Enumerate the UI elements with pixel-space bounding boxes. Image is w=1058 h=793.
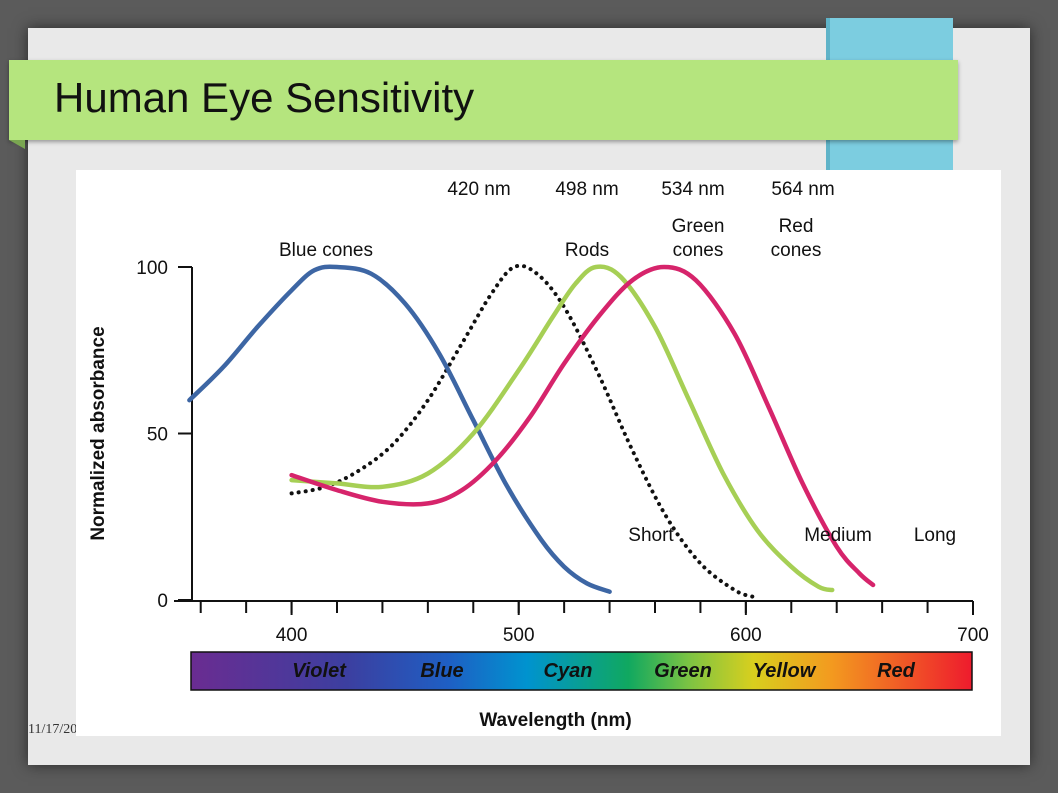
absorbance-chart: 0 50 100 Normalized absorbance 400 500 600 700 W… — [88, 179, 989, 731]
chart-panel: 0 50 100 Normalized absorbance 400 500 600 700 W… — [76, 170, 1001, 736]
rods-peak-label: 498 nm — [555, 179, 618, 200]
blue-cones-type-label: Short — [628, 525, 674, 546]
red-cones-peak-label: 564 nm — [771, 179, 834, 200]
x-tick-label: 600 — [730, 625, 762, 646]
red-cones-name-label: Red cones — [771, 216, 822, 261]
spectrum-bar — [190, 651, 973, 691]
spectrum-band-label: Green — [654, 660, 712, 682]
green-cones-peak-label: 534 nm — [661, 179, 724, 200]
y-tick-label: 100 — [136, 258, 168, 279]
spectrum-band-label: Red — [877, 660, 916, 682]
spectrum-band-label: Yellow — [753, 660, 817, 682]
x-tick-label: 700 — [957, 625, 989, 646]
green-cones-type-label: Medium — [804, 525, 872, 546]
blue-cones-name-label: Blue cones — [279, 240, 373, 261]
y-axis-label: Normalized absorbance — [88, 326, 109, 540]
slide-title: Human Eye Sensitivity — [54, 74, 475, 121]
green-cones-curve — [289, 264, 835, 593]
x-tick-label: 400 — [276, 625, 308, 646]
spectrum-band-label: Cyan — [544, 660, 593, 682]
rods-name-label: Rods — [565, 240, 609, 261]
footer-date: 11/17/2014 — [28, 722, 92, 737]
title-banner-fold — [9, 140, 25, 149]
x-axis-label: Wavelength (nm) — [479, 710, 631, 731]
spectrum-band-label: Violet — [292, 660, 347, 682]
x-tick-label: 500 — [503, 625, 535, 646]
rods-curve — [289, 263, 755, 599]
y-tick-label: 50 — [147, 425, 168, 446]
green-cones-name-label: Green cones — [672, 216, 725, 261]
y-tick-label: 0 — [157, 591, 168, 612]
red-cones-curve — [289, 264, 876, 588]
spectrum-band-label: Blue — [420, 660, 463, 682]
blue-cones-curve — [187, 264, 612, 594]
red-cones-type-label: Long — [914, 525, 956, 546]
blue-cones-peak-label: 420 nm — [447, 179, 510, 200]
title-banner — [9, 60, 958, 140]
